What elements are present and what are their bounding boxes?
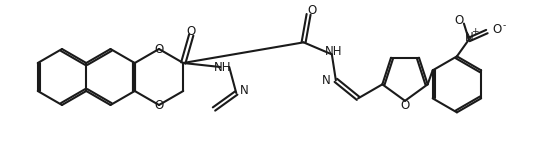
- Text: -: -: [502, 21, 506, 30]
- Text: O: O: [187, 24, 196, 37]
- Text: +: +: [471, 27, 479, 36]
- Text: N: N: [322, 74, 331, 87]
- Text: O: O: [155, 43, 164, 56]
- Text: N: N: [464, 31, 473, 44]
- Text: O: O: [400, 99, 410, 112]
- Text: O: O: [454, 14, 463, 27]
- Text: N: N: [240, 84, 249, 97]
- Text: O: O: [155, 99, 164, 112]
- Text: O: O: [492, 23, 501, 36]
- Text: NH: NH: [213, 60, 231, 73]
- Text: O: O: [307, 4, 316, 17]
- Text: NH: NH: [325, 45, 342, 58]
